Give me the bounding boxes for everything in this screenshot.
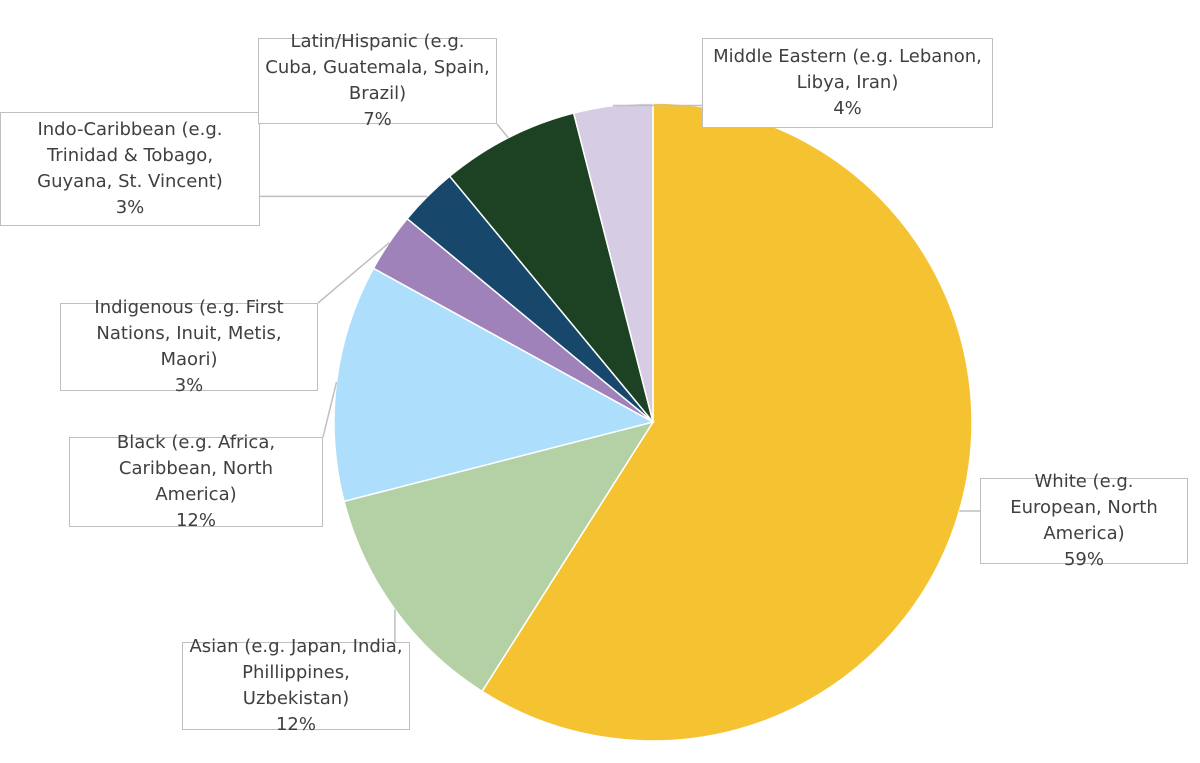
- category-label: Asian (e.g. Japan, India, Phillippines, …: [189, 636, 403, 709]
- data-label: Asian (e.g. Japan, India, Phillippines, …: [182, 636, 410, 735]
- value-label: 3%: [115, 197, 145, 218]
- pie-slice: [481, 102, 973, 742]
- value-label: 3%: [174, 375, 204, 396]
- pie-slice: [343, 420, 655, 693]
- data-label: Indo-Caribbean (e.g. Trinidad & Tobago, …: [0, 112, 260, 226]
- category-label: Latin/Hispanic (e.g. Cuba, Guatemala, Sp…: [265, 31, 490, 104]
- leader-line: [317, 242, 390, 304]
- data-label: Latin/Hispanic (e.g. Cuba, Guatemala, Sp…: [258, 31, 497, 130]
- value-label: 12%: [275, 714, 316, 735]
- category-label: White (e.g. European, North America): [1010, 471, 1158, 544]
- value-label: 7%: [363, 109, 392, 130]
- leader-line: [496, 123, 509, 139]
- category-label: Indo-Caribbean (e.g. Trinidad & Tobago, …: [37, 119, 223, 192]
- category-label: Black (e.g. Africa, Caribbean, North Ame…: [116, 432, 276, 505]
- data-label: Indigenous (e.g. First Nations, Inuit, M…: [60, 297, 318, 396]
- category-label: Middle Eastern (e.g. Lebanon, Libya, Ira…: [713, 46, 982, 93]
- pie-slice: [448, 112, 654, 423]
- value-label: 12%: [175, 510, 216, 531]
- data-label: White (e.g. European, North America) 59%: [980, 471, 1188, 570]
- category-label: Indigenous (e.g. First Nations, Inuit, M…: [94, 297, 284, 370]
- data-label: Middle Eastern (e.g. Lebanon, Libya, Ira…: [702, 38, 993, 128]
- pie-slice: [333, 267, 656, 503]
- data-label: Black (e.g. Africa, Caribbean, North Ame…: [69, 432, 323, 531]
- leader-line: [322, 381, 338, 438]
- value-label: 59%: [1063, 549, 1104, 570]
- value-label: 4%: [833, 98, 862, 119]
